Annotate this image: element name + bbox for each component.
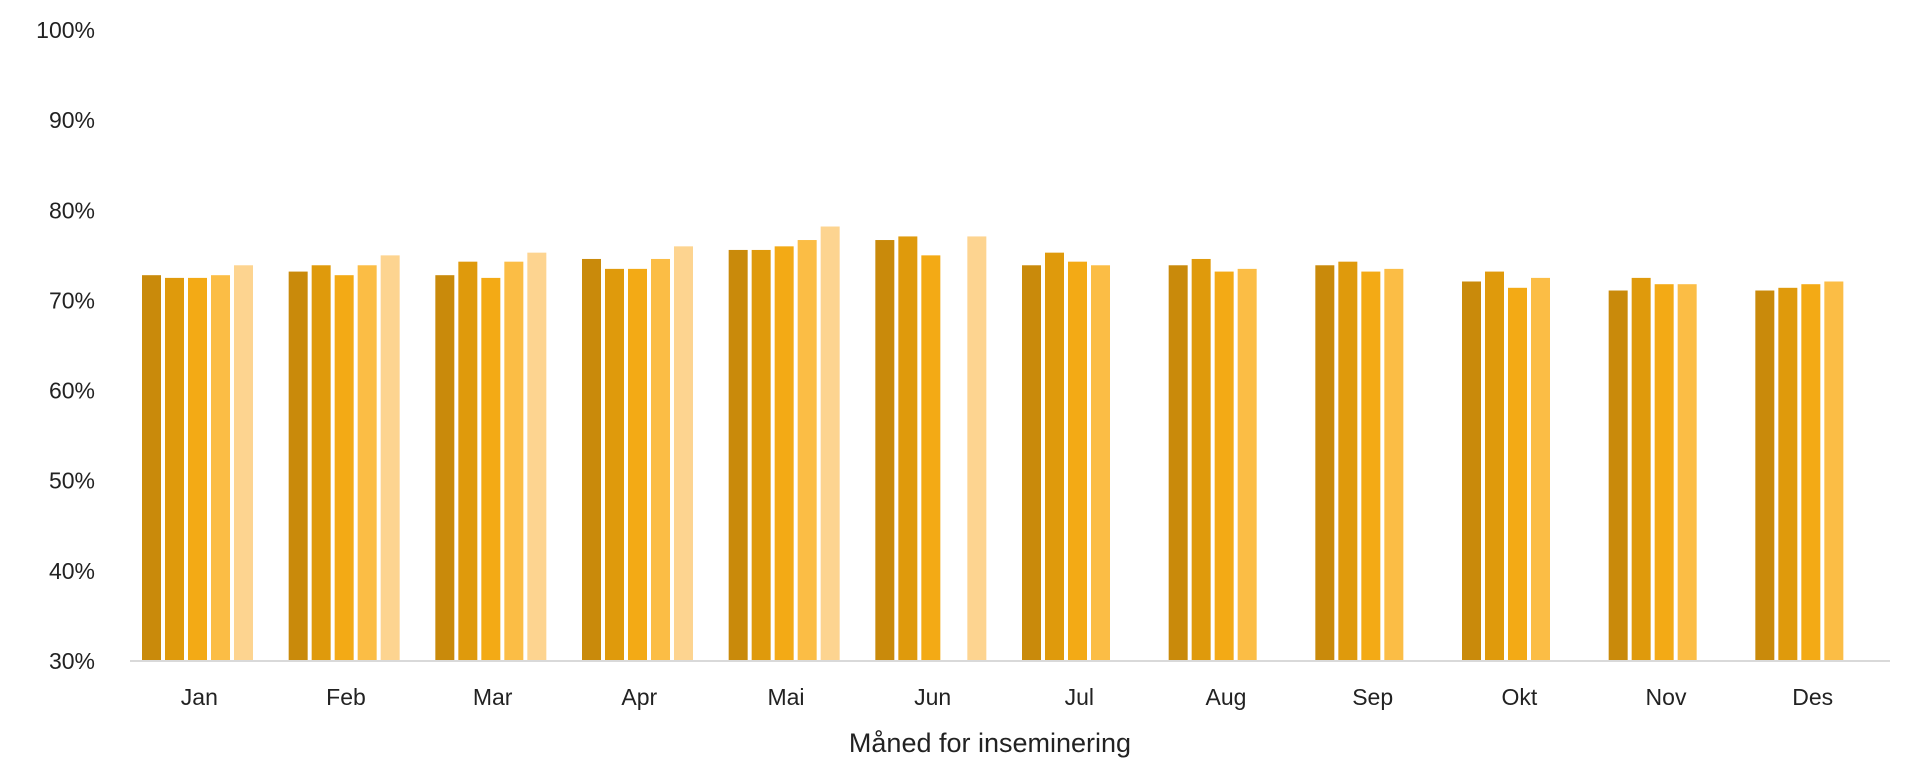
bar (288, 271, 308, 661)
x-tick-label: Mar (473, 684, 513, 710)
bar (1654, 284, 1674, 661)
bar (458, 261, 478, 661)
x-tick-label: Mai (767, 684, 804, 710)
y-tick-label: 80% (49, 197, 95, 223)
bar-series-group (142, 226, 1844, 662)
bar (527, 252, 547, 661)
bar (582, 258, 601, 661)
y-tick-label: 60% (49, 378, 95, 404)
x-tick-label: Okt (1501, 684, 1537, 710)
bar (651, 258, 670, 661)
x-axis-title: Måned for inseminering (849, 728, 1131, 758)
x-tick-label: Jan (181, 684, 218, 710)
bar (774, 246, 794, 662)
y-axis-tick-labels: 30% 40% 50% 60% 70% 80% 90% 100% (36, 17, 95, 674)
x-tick-label: Nov (1646, 684, 1687, 710)
bar (1778, 287, 1798, 661)
bar (1022, 265, 1041, 661)
bar (751, 249, 771, 661)
x-tick-label: Feb (326, 684, 366, 710)
bar (820, 226, 840, 662)
y-tick-label: 70% (49, 287, 95, 313)
bar (1315, 265, 1335, 661)
bar (674, 246, 693, 662)
y-tick-label: 90% (49, 107, 95, 133)
y-tick-label: 30% (49, 648, 95, 674)
bar (605, 268, 624, 661)
bar (142, 275, 161, 661)
bar (481, 277, 501, 661)
bar (1508, 287, 1527, 661)
bar (311, 265, 331, 661)
y-tick-label: 40% (49, 558, 95, 584)
bar (1068, 261, 1087, 661)
x-tick-label: Jul (1065, 684, 1094, 710)
bar (1237, 268, 1257, 661)
bar (797, 240, 817, 662)
bar (1824, 281, 1844, 661)
bar (875, 240, 895, 662)
bar (1485, 271, 1504, 661)
x-tick-label: Sep (1352, 684, 1393, 710)
bar (1608, 290, 1628, 661)
y-tick-label: 50% (49, 468, 95, 494)
bar (1631, 277, 1651, 661)
bar (357, 265, 377, 661)
bar (504, 261, 524, 661)
bar (1168, 265, 1188, 661)
y-tick-label: 100% (36, 17, 95, 43)
bar (380, 255, 400, 661)
x-tick-label: Jun (914, 684, 951, 710)
bar (1045, 252, 1064, 661)
x-tick-label: Des (1792, 684, 1833, 710)
bar (188, 277, 207, 661)
bar (1462, 281, 1481, 661)
bar (1755, 290, 1775, 661)
x-tick-label: Apr (621, 684, 657, 710)
bar (211, 275, 230, 661)
bar (1191, 258, 1211, 661)
bar (1361, 271, 1381, 661)
bar (1677, 284, 1697, 661)
bar (1801, 284, 1821, 661)
x-axis-tick-labels: Jan Feb Mar Apr Mai Jun Jul Aug Sep Okt Nov Des (181, 684, 1833, 710)
bar (334, 275, 354, 661)
bar (628, 268, 647, 661)
bar (234, 265, 253, 661)
bar (1091, 265, 1110, 661)
bar (921, 255, 941, 661)
bar (898, 236, 918, 662)
x-tick-label: Aug (1206, 684, 1247, 710)
bar (1531, 277, 1550, 661)
bar (728, 249, 748, 661)
bar (165, 277, 184, 661)
bar (435, 275, 455, 661)
bar (967, 236, 987, 662)
bar (1384, 268, 1404, 661)
bar (1214, 271, 1234, 661)
bar (1338, 261, 1358, 661)
